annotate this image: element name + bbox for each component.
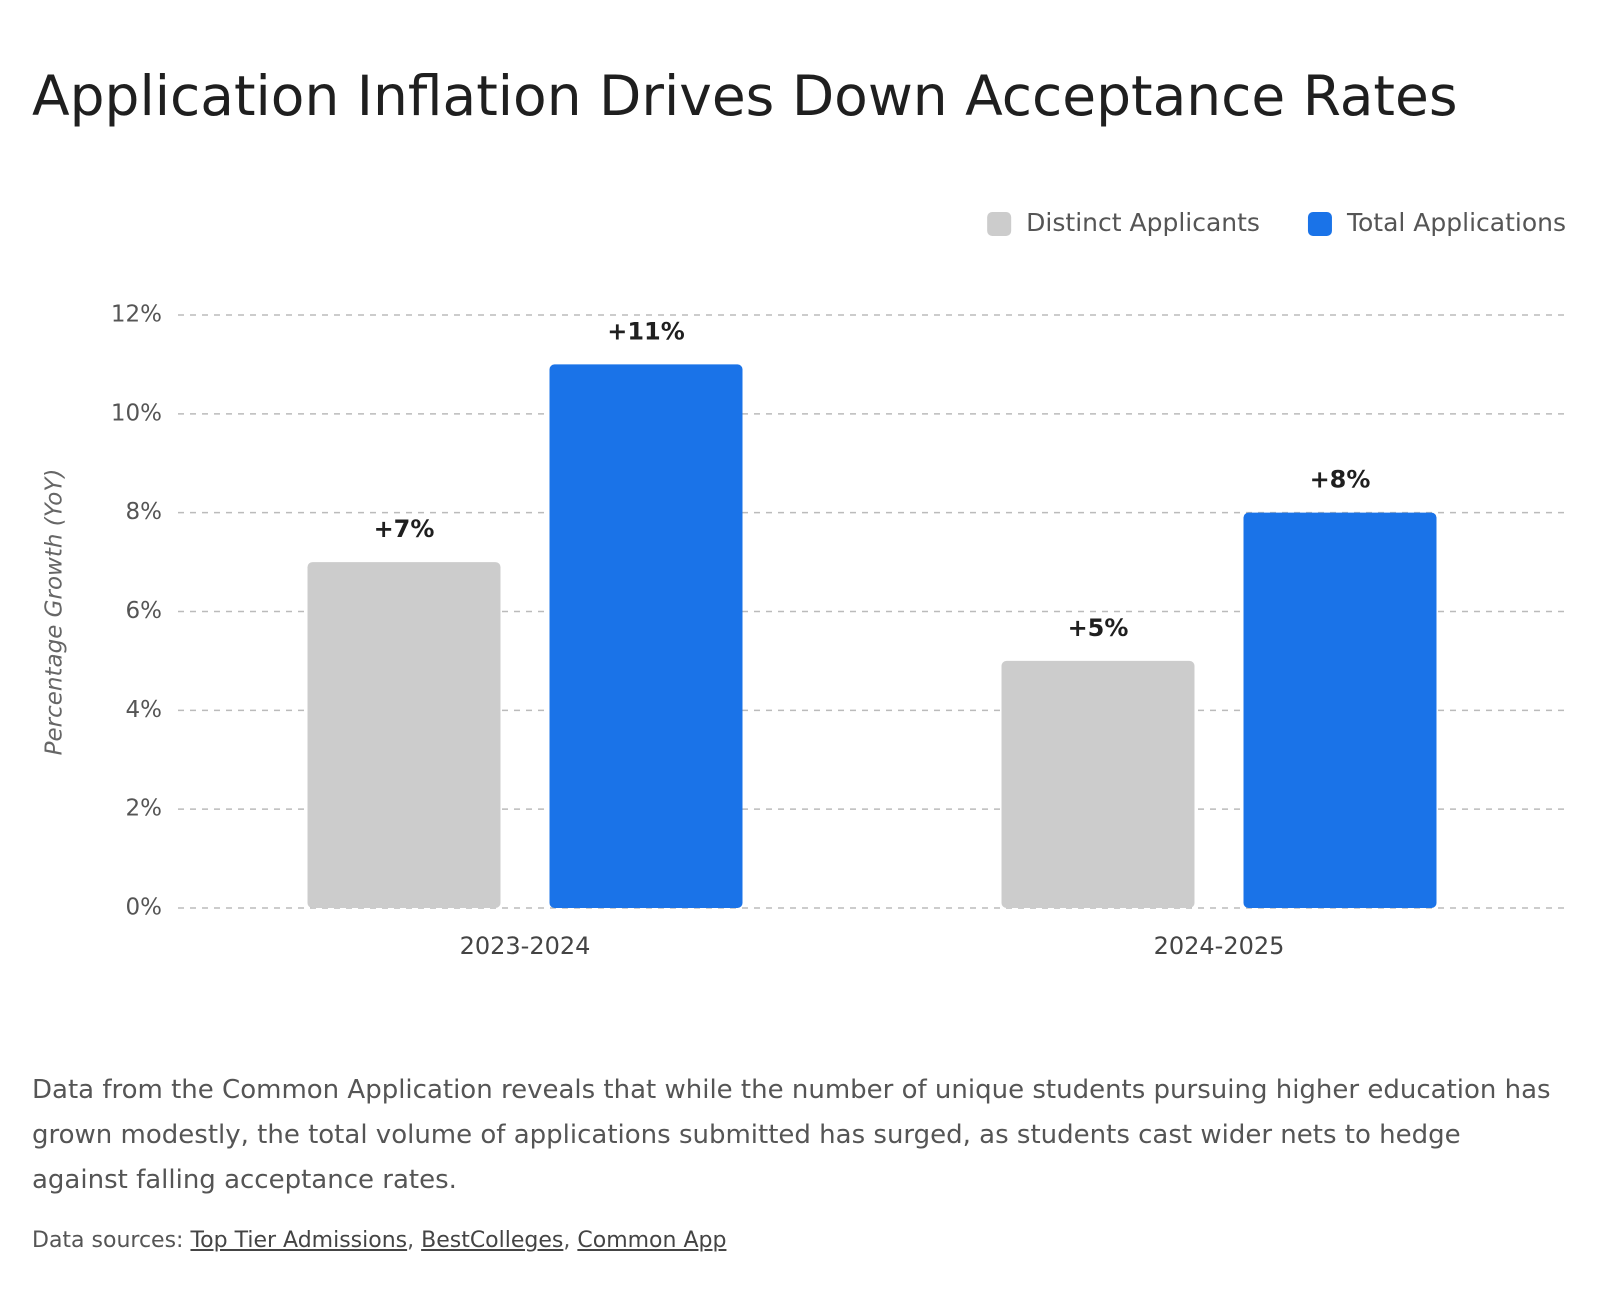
y-tick-label: 4% — [126, 697, 163, 723]
separator: , — [563, 1228, 571, 1253]
y-tick-label: 10% — [111, 400, 162, 426]
y-tick-label: 6% — [126, 598, 163, 624]
value-label: +8% — [1310, 466, 1371, 494]
value-label: +11% — [607, 317, 685, 345]
legend-label: Total Applications — [1346, 208, 1566, 237]
bar — [549, 364, 743, 909]
description: Data from the Common Application reveals… — [32, 1075, 1551, 1195]
legend-label: Distinct Applicants — [1026, 208, 1260, 237]
separator: , — [407, 1228, 415, 1253]
sources: Data sources: Top Tier Admissions, BestC… — [32, 1228, 726, 1253]
legend-swatch — [1307, 212, 1332, 236]
value-label: +7% — [374, 515, 435, 543]
bar — [1001, 660, 1195, 908]
chart: Application Inflation Drives Down Accept… — [32, 64, 1566, 960]
y-tick-label: 0% — [126, 895, 163, 921]
y-tick-label: 8% — [126, 499, 163, 525]
chart-title: Application Inflation Drives Down Accept… — [32, 64, 1458, 128]
source-link[interactable]: Common App — [577, 1228, 727, 1253]
legend-swatch — [987, 212, 1012, 236]
value-label: +5% — [1068, 614, 1129, 642]
y-tick-label: 12% — [111, 302, 162, 328]
bar — [307, 562, 501, 908]
source-link[interactable]: BestColleges — [421, 1228, 564, 1253]
x-tick-label: 2023-2024 — [460, 932, 591, 960]
bar — [1243, 512, 1437, 908]
source-link[interactable]: Top Tier Admissions — [190, 1228, 408, 1253]
y-tick-label: 2% — [126, 796, 163, 822]
y-axis-label: Percentage Growth (YoY) — [42, 469, 68, 756]
sources-label: Data sources: — [32, 1228, 184, 1253]
x-tick-label: 2024-2025 — [1154, 932, 1285, 960]
